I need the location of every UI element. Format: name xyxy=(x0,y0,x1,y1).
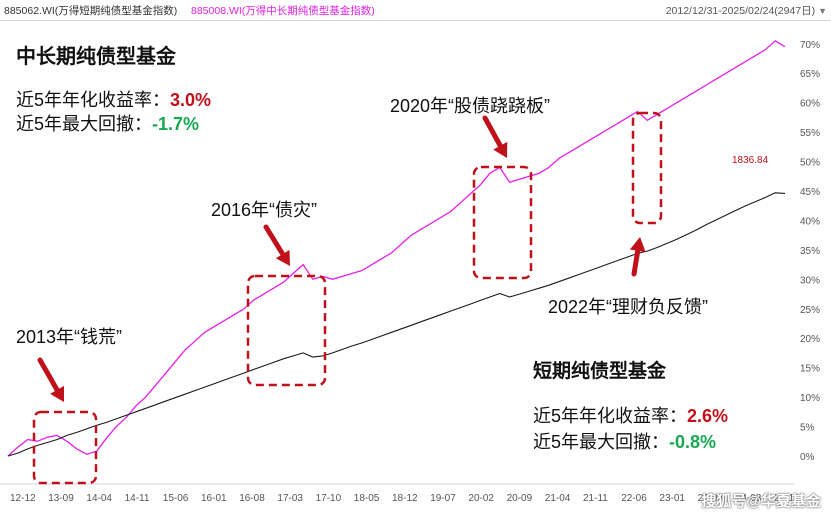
arrow-head xyxy=(50,385,64,402)
series-lines xyxy=(7,40,786,457)
series-short-line xyxy=(7,192,786,457)
x-tick-label: 20-09 xyxy=(507,493,533,504)
watermark: 搜狐号@华夏基金 xyxy=(701,493,821,510)
short-fund-return: 近5年年化收益率：2.6% xyxy=(533,402,728,428)
last-value-label: 1836.84 xyxy=(732,155,769,166)
arrow-head xyxy=(275,249,290,266)
x-tick-label: 21-11 xyxy=(583,493,608,504)
long-return-value: 3.0% xyxy=(170,90,212,110)
series1-legend-label[interactable]: 885062.WI(万得短期纯债型基金指数) xyxy=(4,5,178,17)
x-tick-label: 17-03 xyxy=(277,493,303,504)
annotation-2016: 2016年“债灾” xyxy=(211,200,318,220)
y-tick-label: 20% xyxy=(800,334,820,345)
x-tick-label: 24-03 xyxy=(736,493,762,504)
x-tick-label: 13-09 xyxy=(48,493,74,504)
long-return-label: 近5年年化收益率： xyxy=(16,90,171,110)
long-fund-return: 近5年年化收益率：3.0% xyxy=(16,86,211,112)
short-drawdown-value: -0.8% xyxy=(669,432,717,452)
long-fund-title: 中长期纯债型基金 xyxy=(16,46,176,68)
long-fund-drawdown: 近5年最大回撤：-1.7% xyxy=(16,110,199,136)
annotation-2020: 2020年“股债跷跷板” xyxy=(390,96,551,116)
x-tick-label: 23-01 xyxy=(659,493,685,504)
x-tick-label: 19-07 xyxy=(430,493,456,504)
arrow-2013 xyxy=(37,357,64,402)
long-drawdown-value: -1.7% xyxy=(152,114,200,134)
x-tick-label: 14-04 xyxy=(86,493,112,504)
arrow-2016 xyxy=(263,224,290,266)
chart-header: 885062.WI(万得短期纯债型基金指数) 885008.WI(万得中长期纯债… xyxy=(0,0,831,22)
y-tick-label: 5% xyxy=(800,423,815,434)
y-tick-label: 15% xyxy=(800,364,820,375)
x-tick-label: 20-02 xyxy=(468,493,494,504)
x-tick-label: 18-12 xyxy=(392,493,418,504)
x-axis: 12-12 13-09 14-04 14-11 15-06 16-01 16-08 17-03… xyxy=(10,493,800,504)
y-tick-label: 25% xyxy=(800,305,820,316)
x-tick-label: 22-06 xyxy=(621,493,647,504)
series2-legend-label[interactable]: 885008.WI(万得中长期纯债型基金指数) xyxy=(191,5,375,17)
y-tick-label: 10% xyxy=(800,393,820,404)
annotation-arrows xyxy=(37,115,646,402)
x-tick-label: 15-06 xyxy=(163,493,189,504)
short-drawdown-label: 近5年最大回撤： xyxy=(533,432,670,452)
arrow-shaft xyxy=(482,115,503,149)
x-tick-label: 16-01 xyxy=(201,493,227,504)
x-tick-label: 24-10 xyxy=(774,493,800,504)
y-tick-label: 60% xyxy=(800,99,820,110)
highlight-box-2013 xyxy=(32,410,98,485)
y-tick-label: 50% xyxy=(800,158,820,169)
header-divider xyxy=(0,20,831,21)
y-tick-label: 40% xyxy=(800,216,820,227)
highlight-boxes xyxy=(32,111,663,485)
long-drawdown-label: 近5年最大回撤： xyxy=(16,114,153,134)
annotation-2013: 2013年“钱荒” xyxy=(16,327,123,347)
x-tick-label: 18-05 xyxy=(354,493,380,504)
date-range-text: 2012/12/31-2025/02/24(2947日) xyxy=(665,5,816,17)
arrow-shaft xyxy=(631,248,641,277)
highlight-box-2022 xyxy=(631,111,663,225)
arrow-head xyxy=(629,237,646,253)
arrow-head xyxy=(493,141,508,158)
highlight-box-2020 xyxy=(472,165,533,280)
triangle-down-icon[interactable]: ▼ xyxy=(818,6,827,16)
x-tick-label: 21-04 xyxy=(545,493,571,504)
x-tick-label: 14-11 xyxy=(125,493,150,504)
short-fund-title: 短期纯债型基金 xyxy=(533,361,667,382)
y-tick-label: 30% xyxy=(800,275,820,286)
x-tick-label: 23-08 xyxy=(698,493,724,504)
short-return-value: 2.6% xyxy=(687,406,729,426)
arrow-2022 xyxy=(629,237,646,277)
y-tick-label: 70% xyxy=(800,40,820,51)
short-return-label: 近5年年化收益率： xyxy=(533,406,688,426)
y-axis: 0% 5% 10% 15% 20% 25% 30% 35% 40% 45% 50% 55% 60% 65%… xyxy=(0,40,820,485)
y-tick-label: 45% xyxy=(800,187,820,198)
highlight-box-2016 xyxy=(246,274,327,387)
x-tick-label: 12-12 xyxy=(10,493,36,504)
annotation-2022: 2022年“理财负反馈” xyxy=(548,297,709,317)
y-tick-label: 35% xyxy=(800,246,820,257)
arrow-shaft xyxy=(263,224,286,257)
x-tick-label: 16-08 xyxy=(239,493,265,504)
y-tick-label: 65% xyxy=(800,69,820,80)
x-tick-label: 17-10 xyxy=(316,493,342,504)
date-range-selector[interactable]: 2012/12/31-2025/02/24(2947日) ▼ xyxy=(666,0,827,22)
y-tick-label: 55% xyxy=(800,128,820,139)
series-long-line xyxy=(7,40,786,457)
short-fund-drawdown: 近5年最大回撤：-0.8% xyxy=(533,428,716,454)
arrow-shaft xyxy=(37,357,60,393)
arrow-2020 xyxy=(482,115,508,158)
y-tick-label: 0% xyxy=(800,452,815,463)
